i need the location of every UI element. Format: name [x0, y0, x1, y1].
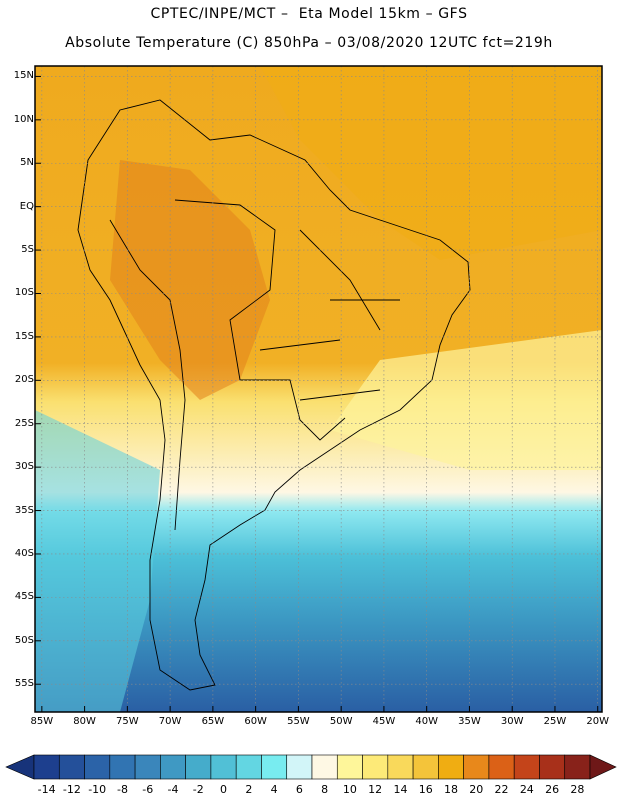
colorbar — [5, 754, 617, 780]
lon-label: 80W — [73, 716, 96, 727]
colorbar-swatch — [160, 754, 186, 780]
warm-core-region — [110, 160, 270, 400]
lon-label: 35W — [458, 716, 481, 727]
colorbar-label: 8 — [321, 783, 329, 796]
colorbar-label: -2 — [192, 783, 204, 796]
lon-label: 50W — [329, 716, 353, 727]
lat-label: EQ — [19, 200, 34, 212]
colorbar-label: 10 — [342, 783, 357, 796]
state-lines — [259, 229, 400, 401]
lon-label: 65W — [201, 716, 225, 727]
colorbar-label: -10 — [88, 783, 107, 796]
colorbar-label: 22 — [494, 783, 509, 796]
chart-title: CPTEC/INPE/MCT – Eta Model 15km – GFS — [150, 6, 468, 22]
lat-label: 10S — [14, 287, 34, 299]
colorbar-swatch — [134, 754, 161, 780]
lat-label: 45S — [14, 591, 34, 603]
colorbar-label: 20 — [469, 783, 484, 796]
colorbar-swatch — [84, 754, 111, 780]
colorbar-label: 16 — [418, 783, 433, 796]
colorbar-label: -12 — [62, 783, 81, 796]
colorbar-swatch — [438, 754, 464, 780]
colorbar-under-arrow — [5, 754, 35, 780]
lat-label: 5N — [20, 157, 34, 169]
lat-label: 55S — [14, 678, 34, 690]
lat-label: 30S — [14, 461, 34, 473]
lon-label: 45W — [372, 716, 396, 727]
lon-label: 60W — [244, 716, 267, 727]
lon-label: 55W — [287, 716, 310, 727]
andes-border — [109, 219, 186, 531]
colorbar-label: 2 — [245, 783, 253, 796]
lon-label: 75W — [116, 716, 139, 727]
colorbar-swatch — [513, 754, 540, 780]
colorbar-swatch — [58, 754, 85, 780]
colorbar-label: -4 — [167, 783, 179, 796]
colorbar-swatch — [185, 754, 212, 780]
colorbar-swatch — [286, 754, 313, 780]
chart-subtitle: Absolute Temperature (C) 850hPa – 03/08/… — [65, 35, 553, 51]
colorbar-label: 24 — [519, 783, 534, 796]
lon-label: 25W — [543, 716, 567, 727]
colorbar-label: 28 — [570, 783, 585, 796]
lat-label: 5S — [21, 244, 34, 256]
lon-label: 85W — [30, 716, 54, 727]
cold-pacific-region — [35, 410, 160, 712]
lon-label: 30W — [500, 716, 524, 727]
colorbar-swatch — [463, 754, 490, 780]
colorbar-label: -6 — [142, 783, 154, 796]
colorbar-label: 18 — [444, 783, 458, 796]
colorbar-swatch — [412, 754, 439, 780]
colorbar-swatch — [33, 754, 60, 780]
colorbar-swatch — [362, 754, 389, 780]
lat-label: 10N — [13, 113, 34, 125]
colorbar-swatch — [564, 754, 591, 780]
colorbar-label: 14 — [393, 783, 408, 796]
colorbar-label: 12 — [368, 783, 383, 796]
colorbar-swatch — [311, 754, 338, 780]
colorbar-swatch — [488, 754, 515, 780]
lon-label: 20W — [586, 716, 610, 727]
colorbar-swatch — [336, 754, 363, 780]
colorbar-label: 26 — [545, 783, 560, 796]
colorbar-label: 0 — [220, 783, 228, 796]
lon-label: 70W — [158, 716, 182, 727]
colorbar-over-arrow — [589, 754, 617, 780]
map-frame — [34, 65, 603, 713]
colorbar-label: 4 — [270, 783, 278, 796]
lon-label: 40W — [415, 716, 438, 727]
colorbar-label: -14 — [37, 783, 56, 796]
colorbar-swatch — [210, 754, 237, 780]
colorbar-swatch — [387, 754, 414, 780]
colorbar-label: -8 — [116, 783, 128, 796]
lat-label: 15S — [14, 330, 34, 342]
lat-label: 20S — [14, 374, 34, 386]
lat-label: 50S — [14, 634, 34, 646]
colorbar-swatch — [539, 754, 566, 780]
brazil-border — [174, 199, 346, 441]
graticule — [35, 66, 602, 712]
colorbar-swatch — [261, 754, 288, 780]
south-america-coastline — [77, 99, 471, 691]
lat-label: 15N — [13, 70, 34, 82]
colorbar-swatch — [109, 754, 136, 780]
lat-label: 35S — [14, 504, 34, 516]
lat-label: 40S — [14, 547, 34, 559]
colorbar-swatch — [235, 754, 262, 780]
colorbar-label: 6 — [295, 783, 303, 796]
axis-ticks — [35, 75, 599, 712]
yellow-ocean-band — [330, 330, 602, 470]
lat-label: 25S — [14, 417, 34, 429]
